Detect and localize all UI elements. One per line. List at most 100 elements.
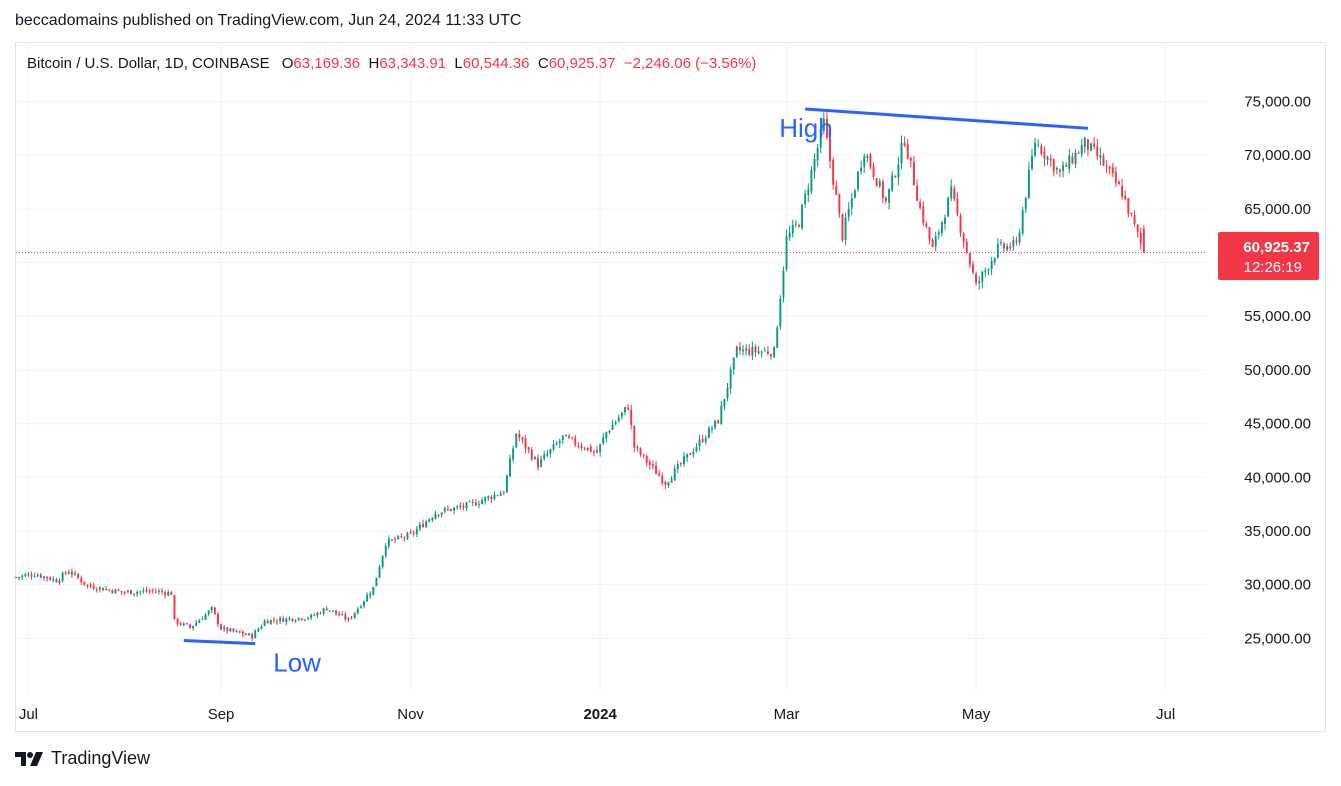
candle-body	[204, 614, 207, 620]
candle-body	[577, 445, 580, 447]
candle-body	[95, 589, 98, 591]
candle-body	[909, 157, 912, 161]
candle-body	[422, 523, 424, 528]
candle-body	[108, 589, 111, 591]
candle-body	[661, 475, 664, 483]
candle-body	[27, 573, 30, 576]
candle-body	[1027, 169, 1030, 198]
candle-body	[1021, 210, 1024, 234]
candle-body	[344, 614, 347, 620]
candle-body	[571, 437, 574, 439]
last-price-tag[interactable]: 60,925.37 12:26:19	[1218, 232, 1319, 280]
open-label: O	[281, 55, 294, 72]
candle-body	[474, 502, 477, 506]
candle-body	[773, 346, 776, 357]
candle-body	[30, 574, 33, 577]
candle-body	[726, 387, 729, 399]
candle-body	[319, 612, 322, 614]
candle-body	[182, 623, 185, 626]
candle-body	[325, 608, 328, 611]
candle-body	[645, 455, 648, 463]
candle-body	[434, 513, 437, 519]
candle-body	[33, 576, 36, 578]
price-tag-price: 60,925.37	[1243, 239, 1310, 256]
candle-body	[555, 443, 558, 445]
candle-body	[608, 430, 611, 433]
candle-body	[835, 186, 838, 195]
candle-body	[987, 269, 990, 271]
candle-body	[611, 424, 614, 430]
candle-body	[459, 505, 462, 507]
annotation-label-low: Low	[273, 648, 321, 678]
candle-body	[406, 533, 409, 539]
candle-body	[1121, 185, 1124, 198]
candle-body	[505, 475, 508, 493]
candle-body	[953, 188, 956, 199]
candle-body	[251, 633, 254, 639]
candle-body	[350, 617, 353, 619]
candle-body	[959, 215, 962, 234]
candle-body	[363, 601, 365, 606]
candle-body	[592, 451, 595, 453]
candle-body	[540, 458, 543, 467]
annotations: High Low	[183, 107, 1089, 678]
price-tag-box	[1218, 232, 1319, 280]
candle-body	[133, 593, 136, 595]
candle-body	[369, 593, 372, 596]
candle-body	[1055, 167, 1058, 170]
candle-body	[937, 232, 940, 235]
candles	[15, 111, 1145, 642]
candle-body	[21, 575, 24, 578]
candle-body	[956, 198, 959, 215]
annotation-label-high: High	[779, 113, 832, 143]
candle-body	[754, 346, 757, 353]
candle-body	[996, 243, 999, 258]
candle-body	[415, 529, 418, 534]
candle-body	[742, 349, 745, 352]
candle-body	[900, 142, 903, 164]
low-value: 60,544.36	[462, 55, 530, 72]
candle-body	[546, 453, 549, 456]
candle-body	[931, 239, 934, 248]
candle-body	[1015, 240, 1018, 243]
candle-body	[151, 590, 154, 592]
candle-body	[142, 590, 145, 592]
time-tick-label: Mar	[774, 706, 800, 723]
price-tick-label: 70,000.00	[1244, 147, 1311, 164]
candle-body	[1018, 232, 1021, 243]
candle-body	[819, 128, 822, 148]
candle-body	[74, 573, 76, 575]
candle-body	[1127, 198, 1130, 214]
candle-body	[798, 225, 800, 227]
candle-body	[303, 619, 306, 621]
footer[interactable]: TradingView	[15, 748, 150, 769]
candle-body	[947, 197, 950, 217]
candle-body	[477, 504, 480, 506]
candle-body	[55, 579, 58, 583]
candle-body	[61, 572, 64, 581]
candle-body	[639, 448, 642, 455]
candle-body	[729, 369, 732, 389]
candle-body	[857, 171, 859, 190]
candle-body	[70, 571, 73, 575]
candle-body	[686, 453, 689, 458]
candle-body	[117, 590, 120, 592]
candle-body	[189, 624, 191, 628]
candle-body	[297, 617, 300, 620]
candle-body	[1105, 165, 1108, 167]
candle-body	[114, 589, 117, 594]
candle-body	[232, 628, 235, 632]
symbol-label[interactable]: Bitcoin / U.S. Dollar, 1D, COINBASE	[27, 55, 270, 72]
candle-body	[903, 143, 906, 146]
candle-body	[18, 576, 21, 578]
candle-body	[210, 607, 213, 610]
candle-body	[120, 591, 123, 593]
candle-body	[732, 357, 735, 370]
candle-body	[64, 572, 67, 574]
candle-body	[829, 137, 832, 162]
candle-body	[872, 165, 875, 177]
candle-body	[92, 586, 95, 590]
candle-body	[235, 630, 238, 632]
time-tick-label: Sep	[208, 706, 235, 723]
